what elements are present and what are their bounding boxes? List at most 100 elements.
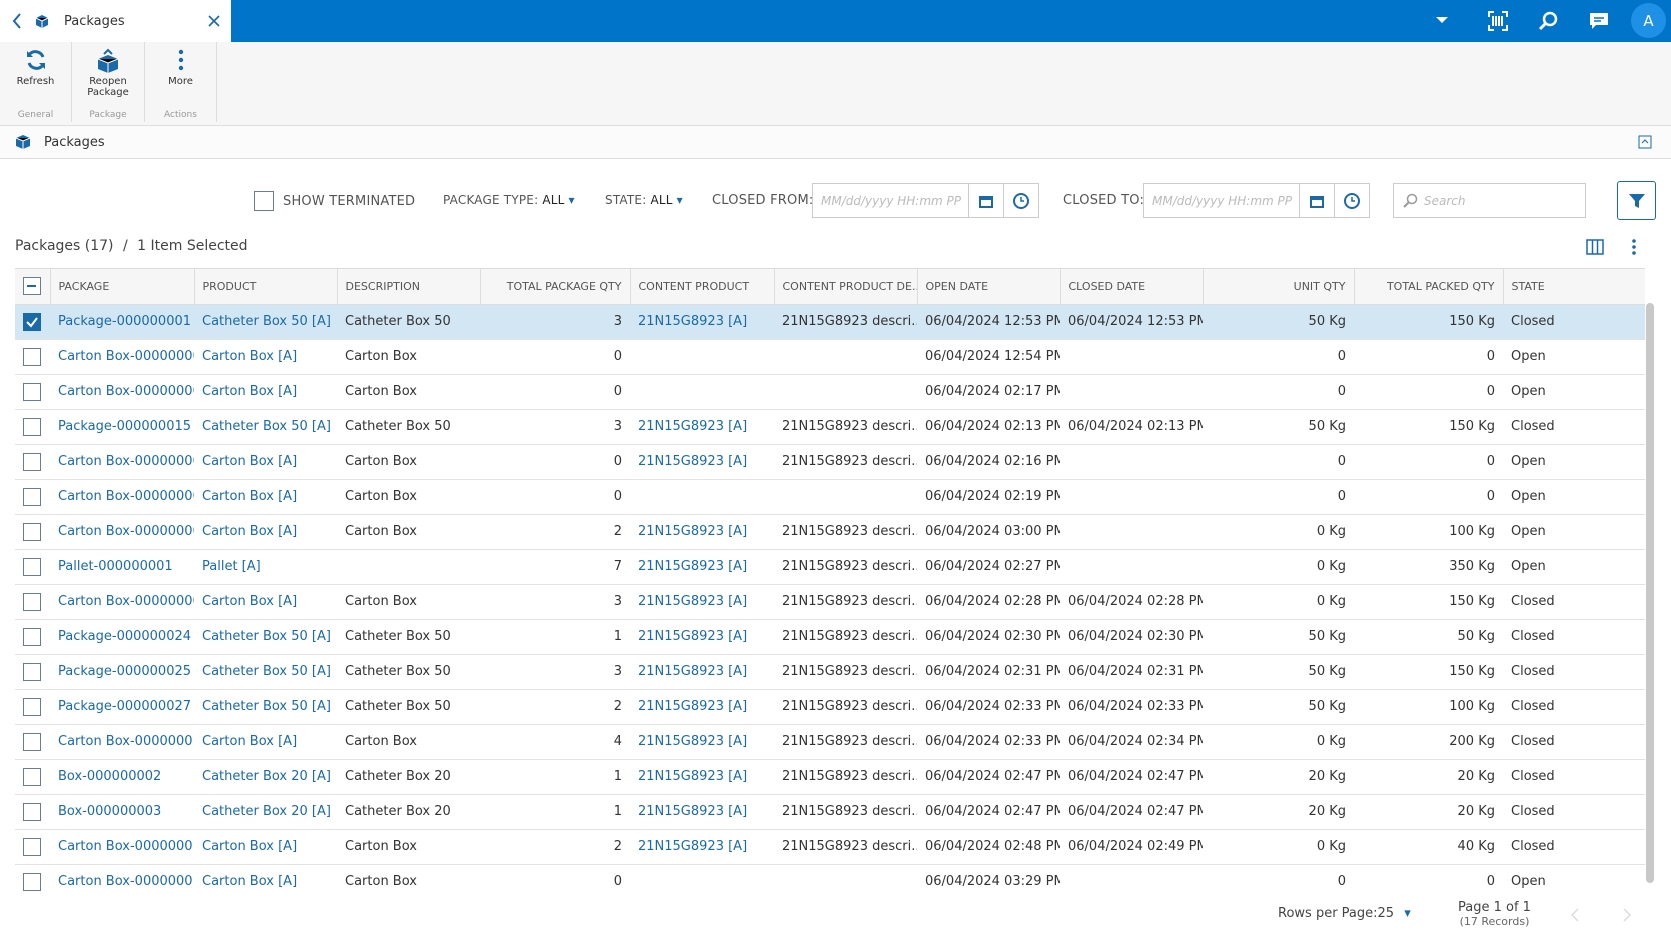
toolbar-button[interactable]: Refresh (0, 42, 71, 87)
cell-link[interactable]: Carton Box-00000000 (58, 454, 194, 469)
checkbox[interactable] (254, 191, 274, 211)
cell-link[interactable]: Carton Box-00000000 (58, 384, 194, 399)
package-type-filter[interactable]: PACKAGE TYPE: ALL ▾ (443, 193, 575, 207)
row-checkbox[interactable] (23, 557, 41, 576)
cell-link[interactable]: 21N15G8923 [A] (638, 594, 748, 609)
cell-link[interactable]: 21N15G8923 [A] (638, 524, 748, 539)
grid-row[interactable]: Box-000000002 Catheter Box 20 [A] Catheter… (15, 759, 1645, 795)
rows-per-page[interactable]: Rows per Page:25 ▾ (1278, 906, 1411, 921)
row-checkbox[interactable] (23, 767, 41, 786)
row-checkbox[interactable] (23, 347, 41, 366)
cell-link[interactable]: 21N15G8923 [A] (638, 769, 748, 784)
row-checkbox[interactable] (23, 452, 41, 471)
cell-link[interactable]: Carton Box [A] (202, 454, 298, 469)
header-cell[interactable]: CLOSED DATE (1060, 269, 1204, 305)
cell-link[interactable]: 21N15G8923 [A] (638, 804, 748, 819)
grid-row[interactable]: Carton Box-00000000 Carton Box [A] Carton … (15, 374, 1645, 410)
cell-link[interactable]: 21N15G8923 [A] (638, 664, 748, 679)
cell-link[interactable]: 21N15G8923 [A] (638, 629, 748, 644)
header-cell[interactable]: STATE (1503, 269, 1645, 305)
state-filter[interactable]: STATE: ALL ▾ (605, 193, 683, 207)
grid-row[interactable]: Box-000000003 Catheter Box 20 [A] Catheter… (15, 794, 1645, 830)
cell-link[interactable]: Package-000000027 (58, 699, 192, 714)
clock-button[interactable] (1334, 184, 1369, 217)
cell-link[interactable]: Package-000000025 (58, 664, 192, 679)
cell-link[interactable]: Carton Box-00000000 (58, 524, 194, 539)
row-checkbox[interactable] (23, 312, 41, 331)
header-cell[interactable]: CONTENT PRODUCT DE... (774, 269, 918, 305)
select-all[interactable] (23, 277, 41, 296)
cell-link[interactable]: 21N15G8923 [A] (638, 419, 748, 434)
cell-link[interactable]: Carton Box-00000001 (58, 734, 194, 749)
toolbar-button[interactable]: More (145, 42, 216, 87)
row-checkbox[interactable] (23, 592, 41, 611)
search-input[interactable]: Search (1393, 183, 1586, 218)
row-checkbox[interactable] (23, 837, 41, 856)
grid-row[interactable]: Carton Box-00000000 Carton Box [A] Carton … (15, 514, 1645, 550)
closed-from-input[interactable]: MM/dd/yyyy HH:mm PP (812, 183, 1039, 218)
cell-link[interactable]: Catheter Box 50 [A] (202, 664, 331, 679)
cell-link[interactable]: 21N15G8923 [A] (638, 734, 748, 749)
cell-link[interactable]: Carton Box-00000000 (58, 594, 194, 609)
cell-link[interactable]: Carton Box [A] (202, 524, 298, 539)
row-checkbox[interactable] (23, 417, 41, 436)
cell-link[interactable]: 21N15G8923 [A] (638, 454, 748, 469)
grid-row[interactable]: Carton Box-00000000 Carton Box [A] Carton … (15, 444, 1645, 480)
cell-link[interactable]: Package-000000001 (58, 314, 192, 329)
show-terminated[interactable]: SHOW TERMINATED (254, 191, 415, 211)
cell-link[interactable]: 21N15G8923 [A] (638, 559, 748, 574)
cell-link[interactable]: Catheter Box 50 [A] (202, 419, 331, 434)
filter-button[interactable] (1617, 181, 1656, 220)
cell-link[interactable]: Carton Box-00000000 (58, 349, 194, 364)
avatar[interactable]: A (1631, 3, 1666, 38)
dropdown-icon[interactable] (1435, 13, 1449, 27)
scrollbar[interactable] (1646, 303, 1654, 883)
cell-link[interactable]: Carton Box [A] (202, 594, 298, 609)
prev-page[interactable] (1568, 906, 1582, 924)
cell-link[interactable]: Package-000000015 (58, 419, 192, 434)
header-cell[interactable]: PACKAGE (50, 269, 195, 305)
cell-link[interactable]: Catheter Box 50 [A] (202, 629, 331, 644)
row-checkbox[interactable] (23, 802, 41, 821)
row-checkbox[interactable] (23, 382, 41, 401)
row-checkbox[interactable] (23, 662, 41, 681)
cell-link[interactable]: Catheter Box 20 [A] (202, 804, 331, 819)
cell-link[interactable]: Carton Box [A] (202, 734, 298, 749)
cell-link[interactable]: Pallet-000000001 (58, 559, 173, 574)
cell-link[interactable]: Carton Box [A] (202, 489, 298, 504)
cell-link[interactable]: Carton Box-00000000 (58, 489, 194, 504)
calendar-button[interactable] (968, 184, 1003, 217)
toolbar-button[interactable]: Reopen Package (72, 42, 144, 98)
tab[interactable]: Packages (0, 0, 231, 42)
header-cell[interactable]: DESCRIPTION (337, 269, 481, 305)
grid-row[interactable]: Carton Box-00000001 Carton Box [A] Carton … (15, 864, 1645, 892)
grid-row[interactable]: Carton Box-00000000 Carton Box [A] Carton … (15, 339, 1645, 375)
cell-link[interactable]: Carton Box [A] (202, 839, 298, 854)
search-icon[interactable] (1537, 10, 1559, 32)
cell-link[interactable]: Catheter Box 50 [A] (202, 699, 331, 714)
chat-icon[interactable] (1588, 10, 1610, 32)
grid-row[interactable]: Package-000000025 Catheter Box 50 [A] Cath… (15, 654, 1645, 690)
row-checkbox[interactable] (23, 522, 41, 541)
grid-row[interactable]: Package-000000001 Catheter Box 50 [A] Cath… (15, 304, 1645, 340)
grid-row[interactable]: Package-000000015 Catheter Box 50 [A] Cath… (15, 409, 1645, 445)
cell-link[interactable]: 21N15G8923 [A] (638, 839, 748, 854)
cell-link[interactable]: Box-000000002 (58, 769, 162, 784)
row-checkbox[interactable] (23, 487, 41, 506)
cell-link[interactable]: Pallet [A] (202, 559, 261, 574)
next-page[interactable] (1620, 906, 1634, 924)
header-cell[interactable]: PRODUCT (194, 269, 338, 305)
cell-link[interactable]: Carton Box [A] (202, 349, 298, 364)
closed-to-input[interactable]: MM/dd/yyyy HH:mm PP (1143, 183, 1370, 218)
header-cell[interactable]: UNIT QTY (1203, 269, 1355, 305)
grid-row[interactable]: Package-000000027 Catheter Box 50 [A] Cath… (15, 689, 1645, 725)
cell-link[interactable]: Carton Box [A] (202, 384, 298, 399)
row-checkbox[interactable] (23, 627, 41, 646)
header-cell[interactable]: OPEN DATE (917, 269, 1061, 305)
scan-icon[interactable] (1487, 10, 1509, 32)
row-checkbox[interactable] (23, 697, 41, 716)
close-icon[interactable] (207, 14, 221, 28)
columns-icon[interactable] (1585, 237, 1605, 257)
calendar-button[interactable] (1299, 184, 1334, 217)
cell-link[interactable]: Carton Box-00000001 (58, 839, 194, 854)
